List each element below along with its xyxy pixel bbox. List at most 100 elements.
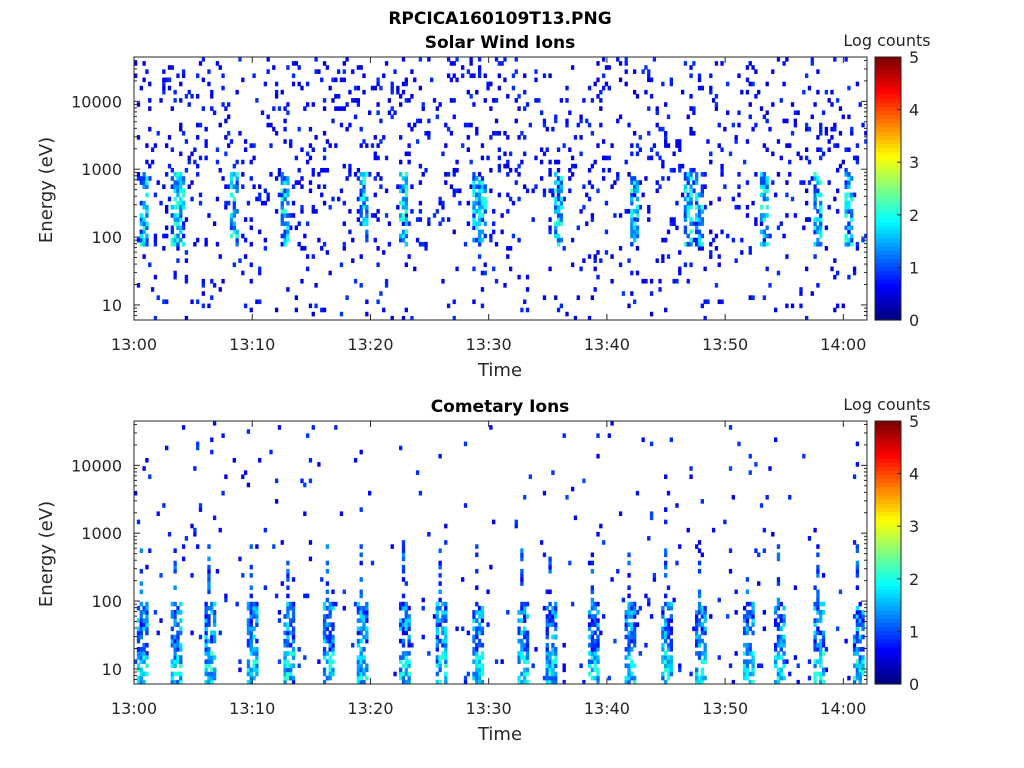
heatmap-cell bbox=[633, 237, 637, 243]
heatmap-cell bbox=[204, 143, 208, 148]
colorbar-segment bbox=[875, 233, 901, 239]
heatmap-cell bbox=[235, 601, 239, 607]
heatmap-cell bbox=[311, 311, 315, 317]
heatmap-cell bbox=[492, 98, 496, 103]
heatmap-cell bbox=[492, 221, 496, 226]
heatmap-cell bbox=[838, 589, 843, 595]
colorbar-segment bbox=[875, 241, 901, 247]
heatmap-cell bbox=[635, 610, 640, 615]
heatmap-cell bbox=[249, 605, 253, 611]
heatmap-cell bbox=[807, 180, 812, 185]
heatmap-cell bbox=[148, 81, 152, 87]
heatmap-cell bbox=[252, 73, 256, 79]
heatmap-cell bbox=[181, 188, 186, 194]
heatmap-cell bbox=[683, 188, 688, 194]
heatmap-cell bbox=[475, 675, 479, 681]
heatmap-cell bbox=[401, 176, 406, 181]
heatmap-cell bbox=[666, 176, 671, 181]
heatmap-cell bbox=[548, 266, 552, 272]
heatmap-cell bbox=[706, 299, 710, 305]
heatmap-cell bbox=[700, 626, 704, 632]
heatmap-cell bbox=[401, 638, 406, 644]
heatmap-cell bbox=[215, 147, 220, 153]
heatmap-cell bbox=[235, 176, 239, 181]
heatmap-cell bbox=[444, 172, 448, 177]
heatmap-cell bbox=[407, 221, 411, 226]
heatmap-cell bbox=[201, 278, 205, 284]
heatmap-cell bbox=[782, 614, 786, 619]
heatmap-cell bbox=[255, 601, 259, 607]
heatmap-cell bbox=[258, 192, 262, 198]
heatmap-cell bbox=[669, 655, 673, 660]
heatmap-cell bbox=[483, 73, 487, 79]
heatmap-cell bbox=[289, 225, 293, 231]
heatmap-cell bbox=[686, 204, 690, 210]
heatmap-cell bbox=[686, 233, 690, 239]
heatmap-cell bbox=[303, 106, 307, 111]
heatmap-cell bbox=[173, 634, 177, 640]
heatmap-cell bbox=[145, 626, 149, 632]
heatmap-cell bbox=[695, 192, 699, 198]
heatmap-cell bbox=[686, 176, 690, 181]
heatmap-cell bbox=[328, 85, 332, 91]
heatmap-cell bbox=[449, 61, 454, 66]
heatmap-cell bbox=[365, 614, 369, 619]
heatmap-cell bbox=[336, 196, 341, 202]
heatmap-cell bbox=[255, 663, 259, 669]
heatmap-cell bbox=[548, 667, 552, 673]
heatmap-cell bbox=[579, 209, 583, 214]
heatmap-cell bbox=[249, 651, 253, 656]
heatmap-cell bbox=[633, 299, 637, 305]
heatmap-cell bbox=[322, 630, 327, 636]
heatmap-cell bbox=[322, 130, 327, 136]
heatmap-cell bbox=[249, 679, 253, 685]
heatmap-cell bbox=[661, 605, 665, 611]
heatmap-cell bbox=[241, 172, 245, 177]
heatmap-cell bbox=[475, 671, 479, 677]
heatmap-cell bbox=[165, 172, 169, 177]
heatmap-cell bbox=[821, 634, 826, 640]
heatmap-cell bbox=[342, 69, 346, 74]
heatmap-cell bbox=[252, 663, 256, 669]
heatmap-cell bbox=[359, 213, 363, 218]
heatmap-cell bbox=[765, 180, 769, 185]
heatmap-cell bbox=[255, 647, 259, 652]
heatmap-cell bbox=[407, 614, 411, 619]
heatmap-cell bbox=[384, 283, 389, 288]
heatmap-cell bbox=[497, 61, 501, 66]
heatmap-cell bbox=[249, 217, 253, 222]
heatmap-cell bbox=[396, 184, 400, 189]
heatmap-cell bbox=[266, 122, 270, 128]
heatmap-cell bbox=[664, 659, 668, 664]
heatmap-cell bbox=[173, 671, 177, 677]
heatmap-cell bbox=[689, 474, 693, 480]
heatmap-cell bbox=[590, 618, 595, 623]
heatmap-cell bbox=[847, 172, 851, 177]
colorbar-segment bbox=[875, 246, 901, 251]
colorbar-segment bbox=[875, 499, 901, 504]
heatmap-cell bbox=[283, 659, 287, 664]
heatmap-cell bbox=[748, 642, 752, 648]
heatmap-cell bbox=[776, 601, 781, 607]
plot-frame bbox=[133, 420, 868, 685]
heatmap-cell bbox=[804, 217, 809, 222]
heatmap-cell bbox=[305, 593, 310, 599]
heatmap-cell bbox=[596, 679, 600, 685]
figure-title: RPCICA160109T13.PNG bbox=[388, 9, 611, 29]
heatmap-cell bbox=[726, 233, 730, 239]
heatmap-cell bbox=[678, 663, 682, 669]
heatmap-cell bbox=[655, 110, 659, 116]
heatmap-cell bbox=[210, 93, 214, 99]
heatmap-cell bbox=[745, 213, 750, 218]
heatmap-cell bbox=[404, 622, 408, 627]
heatmap-cell bbox=[373, 155, 377, 161]
heatmap-cell bbox=[404, 233, 408, 239]
heatmap-cell bbox=[274, 307, 279, 313]
heatmap-cell bbox=[765, 241, 769, 247]
heatmap-cell bbox=[190, 573, 194, 578]
heatmap-cell bbox=[559, 176, 564, 181]
heatmap-cell bbox=[813, 634, 817, 640]
heatmap-cell bbox=[590, 614, 595, 619]
heatmap-cell bbox=[291, 655, 296, 660]
heatmap-cell bbox=[480, 176, 485, 181]
